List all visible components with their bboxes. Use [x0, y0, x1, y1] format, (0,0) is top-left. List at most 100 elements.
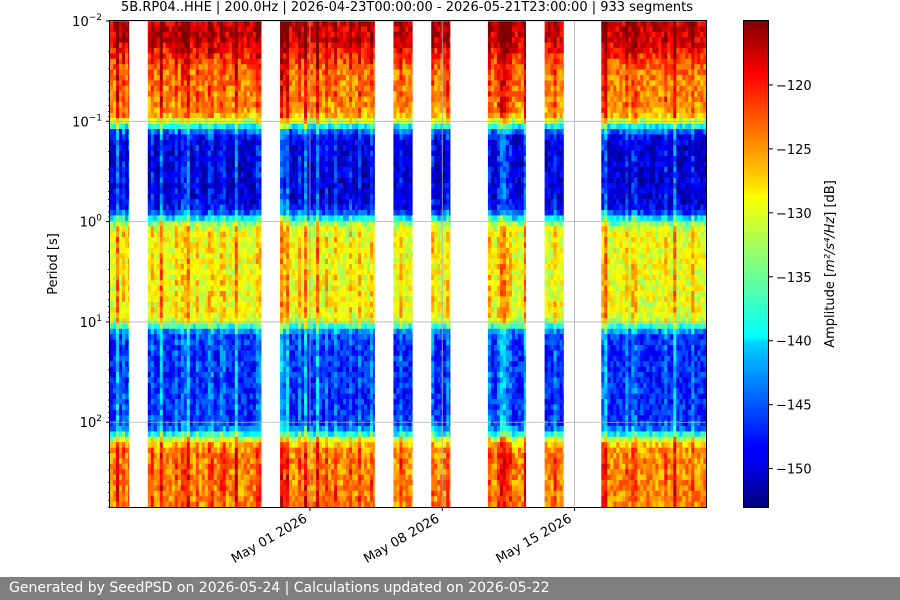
heatmap-cell: [249, 480, 254, 486]
heatmap-cell: [168, 307, 173, 313]
heatmap-cell: [162, 150, 167, 157]
heatmap-cell: [116, 453, 120, 459]
heatmap-cell: [231, 242, 236, 249]
heatmap-cell: [292, 485, 296, 492]
heatmap-cell: [174, 334, 179, 340]
heatmap-cell: [216, 166, 221, 173]
heatmap-cell: [258, 372, 262, 378]
heatmap-cell: [228, 150, 233, 157]
heatmap-cell: [156, 388, 161, 394]
heatmap-cell: [159, 112, 164, 119]
heatmap-cell: [110, 355, 114, 362]
heatmap-cell: [219, 447, 224, 454]
heatmap-cell: [113, 204, 117, 211]
heatmap-cell: [195, 431, 200, 438]
heatmap-cell: [125, 31, 129, 38]
heatmap-cell: [258, 404, 262, 411]
heatmap-cell: [201, 69, 206, 76]
heatmap-cell: [147, 172, 152, 178]
heatmap-cell: [289, 480, 293, 486]
heatmap-cell: [246, 226, 251, 232]
heatmap-cell: [195, 366, 200, 373]
heatmap-cell: [289, 264, 293, 270]
heatmap-cell: [119, 350, 123, 357]
heatmap-cell: [216, 420, 221, 427]
heatmap-cell: [249, 258, 254, 265]
heatmap-cell: [174, 107, 179, 114]
heatmap-cell: [295, 469, 299, 475]
heatmap-cell: [207, 350, 212, 357]
heatmap-cell: [249, 404, 254, 411]
heatmap-cell: [234, 48, 239, 54]
heatmap-cell: [304, 42, 308, 49]
heatmap-cell: [286, 447, 290, 454]
heatmap-cell: [128, 102, 130, 108]
heatmap-cell: [156, 345, 161, 351]
heatmap-cell: [255, 490, 260, 497]
heatmap-cell: [231, 485, 236, 492]
heatmap-cell: [210, 188, 215, 195]
heatmap-cell: [116, 58, 120, 65]
heatmap-cell: [116, 323, 120, 330]
heatmap-cell: [258, 436, 262, 443]
heatmap-cell: [225, 285, 230, 292]
heatmap-cell: [222, 166, 227, 173]
heatmap-cell: [207, 220, 212, 227]
heatmap-cell: [210, 474, 215, 481]
heatmap-cell: [207, 161, 212, 168]
heatmap-cell: [225, 75, 230, 81]
heatmap-cell: [237, 242, 242, 249]
heatmap-cell: [216, 372, 221, 378]
heatmap-cell: [283, 64, 287, 70]
heatmap-cell: [110, 242, 114, 249]
heatmap-cell: [295, 188, 299, 195]
heatmap-cell: [222, 496, 227, 502]
heatmap-cell: [147, 426, 152, 432]
heatmap-cell: [216, 247, 221, 254]
heatmap-cell: [298, 231, 302, 238]
heatmap-cell: [289, 80, 293, 87]
heatmap-cell: [168, 485, 173, 492]
heatmap-cell: [207, 463, 212, 470]
heatmap-cell: [171, 334, 176, 340]
heatmap-cell: [255, 26, 260, 33]
heatmap-cell: [243, 80, 248, 87]
heatmap-cell: [210, 258, 215, 265]
heatmap-cell: [171, 409, 176, 416]
heatmap-cell: [159, 253, 164, 259]
heatmap-cell: [159, 485, 164, 492]
heatmap-cell: [283, 166, 287, 173]
heatmap-cell: [128, 301, 130, 308]
heatmap-cell: [243, 345, 248, 351]
heatmap-cell: [258, 64, 262, 70]
heatmap-cell: [180, 237, 185, 243]
heatmap-cell: [180, 393, 185, 400]
heatmap-cell: [289, 426, 293, 432]
heatmap-cell: [201, 399, 206, 405]
heatmap-cell: [228, 210, 233, 216]
heatmap-cell: [207, 96, 212, 103]
heatmap-cell: [298, 26, 302, 33]
heatmap-cell: [198, 436, 203, 443]
heatmap-cell: [295, 215, 299, 222]
heatmap-cell: [298, 112, 302, 119]
heatmap-cell: [210, 37, 215, 43]
heatmap-cell: [283, 377, 287, 384]
heatmap-cell: [249, 134, 254, 141]
heatmap-cell: [192, 123, 197, 130]
heatmap-cell: [292, 393, 296, 400]
heatmap-cell: [286, 156, 290, 162]
heatmap-cell: [207, 285, 212, 292]
heatmap-cell: [122, 334, 126, 340]
heatmap-cell: [304, 388, 308, 394]
heatmap-cell: [252, 220, 257, 227]
heatmap-cell: [168, 42, 173, 49]
heatmap-cell: [128, 253, 130, 259]
heatmap-cell: [231, 183, 236, 189]
heatmap-cell: [198, 21, 203, 27]
heatmap-cell: [237, 139, 242, 146]
heatmap-cell: [204, 193, 209, 200]
heatmap-cell: [240, 123, 245, 130]
heatmap-cell: [292, 204, 296, 211]
heatmap-cell: [301, 355, 305, 362]
